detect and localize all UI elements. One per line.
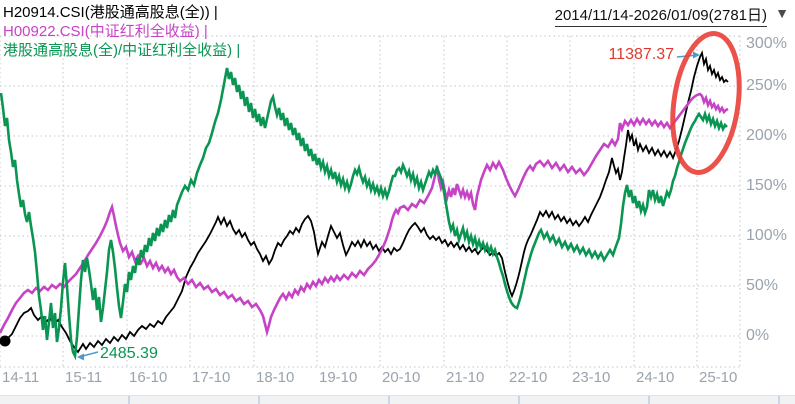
y-tick-label: 50% xyxy=(746,277,779,294)
x-tick-label: 16-10 xyxy=(129,369,168,386)
high-value-annotation: 11387.37 xyxy=(608,46,674,63)
y-tick-label: 100% xyxy=(746,227,787,244)
x-tick-label: 18-10 xyxy=(256,369,295,386)
legend-item-h00922[interactable]: H00922.CSI(中证红利全收益) | xyxy=(3,23,208,40)
y-tick-label: 200% xyxy=(746,127,787,144)
x-tick-label: 17-10 xyxy=(192,369,231,386)
series-start-marker xyxy=(0,335,11,347)
x-tick-label: 15-11 xyxy=(65,369,103,386)
x-tick-label: 20-10 xyxy=(382,369,421,386)
low-value-annotation: 2485.39 xyxy=(100,345,158,362)
x-tick-label: 22-10 xyxy=(509,369,548,386)
x-tick-label: 25-10 xyxy=(699,369,738,386)
y-tick-label: 0% xyxy=(746,327,770,344)
timeline-strip[interactable] xyxy=(0,395,795,404)
legend-item-h20914[interactable]: H20914.CSI(港股通高股息(全)) | xyxy=(3,4,218,21)
low-annotation-arrowhead xyxy=(77,353,84,361)
high-annotation-arrowhead xyxy=(693,51,700,59)
y-tick-label: 150% xyxy=(746,177,787,194)
x-tick-label: 21-10 xyxy=(446,369,485,386)
series-line xyxy=(0,67,728,361)
legend-item-ratio[interactable]: 港股通高股息(全)/中证红利全收益) | xyxy=(3,42,241,59)
x-tick-label: 23-10 xyxy=(572,369,611,386)
series-line xyxy=(0,92,729,338)
x-tick-label: 24-10 xyxy=(636,369,675,386)
series-line xyxy=(0,50,729,354)
x-tick-label: 19-10 xyxy=(319,369,358,386)
x-tick-label: 14-11 xyxy=(2,369,40,386)
highlight-ellipse xyxy=(670,31,742,175)
chevron-down-icon[interactable]: ▼ xyxy=(775,5,789,21)
legend: H20914.CSI(港股通高股息(全)) | H00922.CSI(中证红利全… xyxy=(3,3,240,60)
date-range-selector[interactable]: 2014/11/14-2026/01/09(2781日) xyxy=(554,4,767,27)
y-tick-label: 250% xyxy=(746,77,787,94)
y-tick-label: 300% xyxy=(746,35,787,52)
